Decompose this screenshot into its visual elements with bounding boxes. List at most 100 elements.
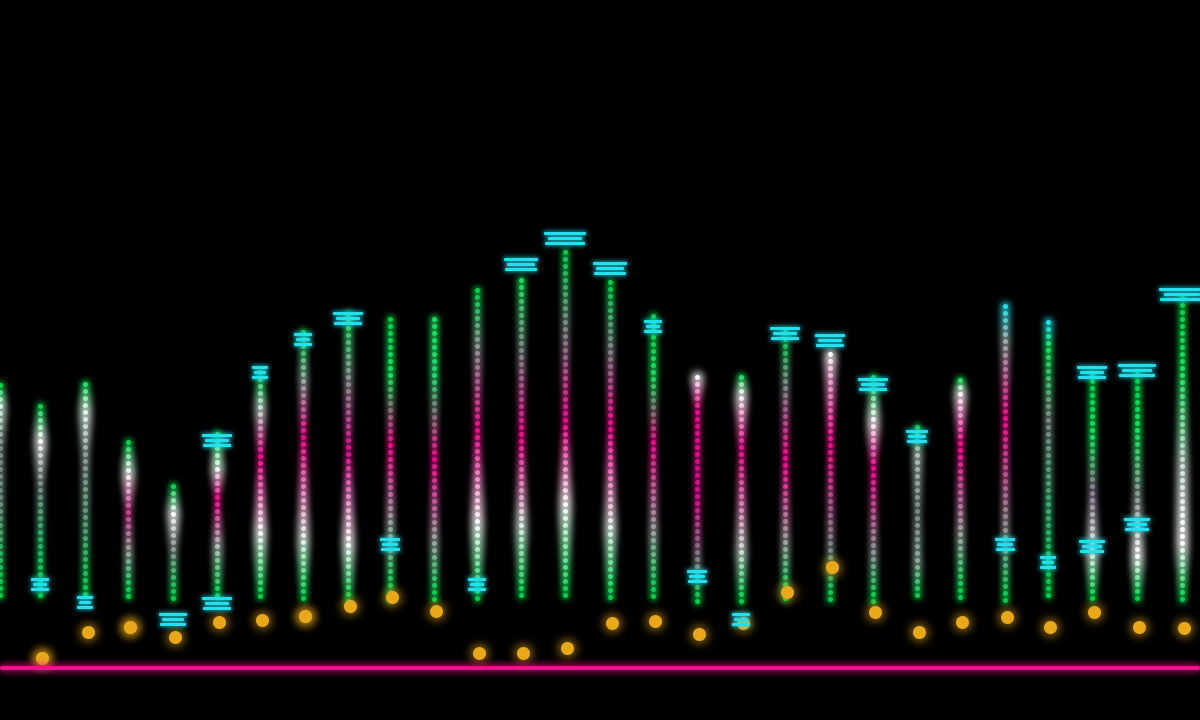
spectrum-bar[interactable] [1131, 372, 1143, 601]
spectrum-bar[interactable] [691, 375, 703, 604]
spectrum-bar[interactable] [515, 278, 527, 598]
level-cap-icon[interactable] [202, 597, 232, 612]
bar-segment [82, 592, 88, 597]
spectrum-bar[interactable] [824, 352, 836, 602]
bar-segment [1179, 541, 1185, 546]
peak-pellet[interactable] [648, 614, 662, 628]
bar-segment [518, 341, 524, 346]
spectrum-bar[interactable] [79, 382, 91, 597]
peak-pellet[interactable] [1043, 620, 1057, 634]
bar-segment [345, 382, 351, 387]
peak-pellet[interactable] [343, 599, 357, 613]
bar-segment [431, 492, 437, 497]
bar-segment [1045, 341, 1051, 346]
bar-segment [345, 550, 351, 555]
level-cap-icon[interactable] [77, 596, 93, 611]
bar-segment [607, 455, 613, 460]
level-cap-icon[interactable] [159, 613, 187, 628]
bar-segment [300, 589, 306, 594]
spectrum-bar[interactable] [867, 375, 879, 604]
bar-segment [650, 552, 656, 557]
level-cap-icon[interactable] [593, 262, 627, 277]
peak-pellet[interactable] [736, 616, 750, 630]
spectrum-bar[interactable] [428, 317, 440, 602]
peak-pellet[interactable] [605, 616, 619, 630]
spectrum-bar[interactable] [34, 404, 46, 598]
peak-pellet[interactable] [298, 609, 312, 623]
bar-segment [518, 299, 524, 304]
peak-pellet[interactable] [516, 646, 530, 660]
bar-segment [387, 569, 393, 574]
spectrum-bar[interactable] [1042, 320, 1054, 598]
bar-segment [870, 466, 876, 471]
spectrum-bar[interactable] [211, 432, 223, 598]
spectrum-bar[interactable] [122, 440, 134, 599]
peak-pellet[interactable] [780, 585, 794, 599]
spectrum-bar[interactable] [342, 312, 354, 604]
bar-segment [0, 411, 3, 416]
bar-segment [1179, 401, 1185, 406]
peak-pellet[interactable] [560, 641, 574, 655]
bar-segment [387, 485, 393, 490]
bar-segment [125, 566, 131, 571]
bar-segment [431, 394, 437, 399]
bar-segment [431, 401, 437, 406]
spectrum-bar[interactable] [954, 378, 966, 600]
bar-segment [650, 566, 656, 571]
peak-pellet[interactable] [955, 615, 969, 629]
bar-segment [562, 572, 568, 577]
peak-pellet[interactable] [692, 627, 706, 641]
spectrum-bar[interactable] [647, 314, 659, 599]
spectrum-bar[interactable] [297, 330, 309, 601]
spectrum-bar[interactable] [167, 484, 179, 601]
peak-pellet[interactable] [123, 620, 137, 634]
level-cap-icon[interactable] [815, 334, 845, 349]
peak-pellet[interactable] [825, 560, 839, 574]
bar-segment [170, 491, 176, 496]
peak-pellet[interactable] [168, 630, 182, 644]
bar-segment [738, 487, 744, 492]
spectrum-bar[interactable] [1086, 372, 1098, 601]
cap-rung [548, 237, 582, 240]
spectrum-bar[interactable] [384, 317, 396, 602]
spectrum-bar[interactable] [559, 250, 571, 598]
spectrum-bar[interactable] [911, 425, 923, 598]
peak-pellet[interactable] [429, 604, 443, 618]
peak-pellet[interactable] [255, 613, 269, 627]
bar-segment [474, 288, 480, 293]
peak-pellet[interactable] [472, 646, 486, 660]
spectrum-bar[interactable] [471, 288, 483, 601]
bar-segment [1179, 373, 1185, 378]
level-cap-icon[interactable] [504, 258, 538, 273]
peak-pellet[interactable] [212, 615, 226, 629]
spectrum-bar[interactable] [779, 330, 791, 601]
bar-segment [1134, 372, 1140, 377]
peak-pellet[interactable] [1000, 610, 1014, 624]
peak-pellet[interactable] [868, 605, 882, 619]
peak-pellet[interactable] [81, 625, 95, 639]
peak-pellet[interactable] [1087, 605, 1101, 619]
bar-segment [1089, 428, 1095, 433]
spectrum-bar[interactable] [999, 304, 1011, 603]
peak-pellet[interactable] [385, 590, 399, 604]
peak-pellet[interactable] [912, 625, 926, 639]
spectrum-bar[interactable] [0, 383, 6, 598]
bar-segment [518, 516, 524, 521]
bar-segment [37, 460, 43, 465]
bar-segment [1045, 551, 1051, 556]
bar-segment [694, 473, 700, 478]
peak-pellet[interactable] [1132, 620, 1146, 634]
bar-segment [1179, 485, 1185, 490]
spectrum-bar[interactable] [735, 375, 747, 604]
bar-segment [914, 593, 920, 598]
peak-pellet[interactable] [35, 651, 49, 665]
spectrum-bar[interactable] [1176, 296, 1188, 602]
spectrum-bar[interactable] [604, 280, 616, 600]
bar-segment [1089, 414, 1095, 419]
cap-rung [159, 613, 187, 616]
bar-segment [300, 379, 306, 384]
level-cap-icon[interactable] [544, 232, 586, 247]
bar-segment [870, 536, 876, 541]
peak-pellet[interactable] [1177, 621, 1191, 635]
spectrum-bar[interactable] [254, 370, 266, 599]
